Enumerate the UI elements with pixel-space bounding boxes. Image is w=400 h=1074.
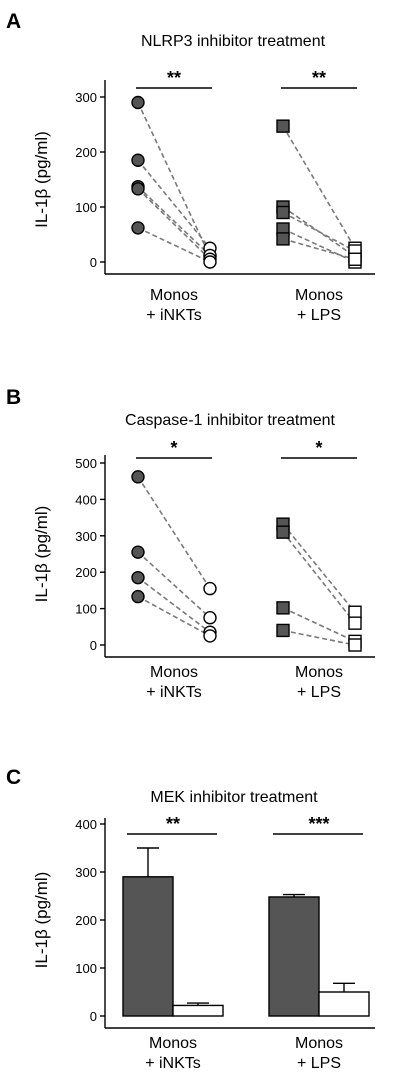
category-label-line: + iNKTs — [146, 684, 202, 701]
category-label: Monos + LPS — [295, 287, 343, 324]
data-point-square — [276, 119, 290, 133]
y-tick-label: 200 — [75, 913, 97, 928]
y-tick-label: 400 — [75, 817, 97, 832]
category-label-line: Monos — [295, 287, 343, 304]
data-point-circle — [131, 221, 145, 235]
category-label-line: Monos — [149, 1035, 197, 1052]
pair-connector-line — [282, 523, 356, 613]
data-point-square — [276, 623, 290, 638]
panel-b-title: Caspase-1 inhibitor treatment — [125, 412, 335, 429]
significance-label: ** — [312, 68, 326, 88]
y-tick-label: 200 — [75, 145, 97, 160]
significance-label: ** — [166, 814, 180, 834]
pair-connector-line — [137, 186, 211, 256]
bar — [172, 1004, 224, 1017]
data-point-circle — [131, 182, 145, 196]
pair-connector-line — [282, 238, 356, 261]
pair-connector-line — [282, 211, 356, 252]
y-tick-label: 300 — [75, 529, 97, 544]
pair-connector-line — [137, 476, 211, 590]
category-label: Monos + iNKTs — [145, 1035, 201, 1072]
data-point-square — [276, 601, 290, 615]
panel-a: A NLRP3 inhibitor treatment 0 100 200 300 IL… — [6, 10, 375, 324]
pair-connector-line — [137, 551, 211, 619]
category-label-line: + LPS — [297, 684, 341, 701]
data-point-square — [276, 205, 290, 220]
data-point-square — [348, 252, 362, 266]
data-point-circle — [131, 95, 145, 110]
category-label: Monos + iNKTs — [146, 287, 202, 324]
y-tick-label: 300 — [75, 90, 97, 105]
pair-connector-line — [282, 607, 356, 643]
significance-label: * — [315, 438, 322, 458]
y-tick-label: 0 — [90, 1009, 97, 1024]
y-axis-label: IL-1β (pg/ml) — [32, 506, 51, 603]
bar — [318, 991, 370, 1017]
data-point-square — [348, 616, 362, 630]
panel-c-title: MEK inhibitor treatment — [150, 789, 318, 806]
y-tick-label: 100 — [75, 200, 97, 215]
category-label-line: Monos — [150, 287, 198, 304]
pair-connector-line — [137, 595, 211, 637]
category-label: Monos + iNKTs — [146, 664, 202, 701]
data-point-square — [276, 525, 290, 539]
y-tick-label: 200 — [75, 565, 97, 580]
data-point-square — [348, 605, 362, 619]
pair-connector-line — [137, 577, 211, 633]
category-label-line: + iNKTs — [146, 307, 202, 324]
y-tick-label: 500 — [75, 456, 97, 471]
panel-a-title: NLRP3 inhibitor treatment — [141, 33, 326, 50]
category-label-line: + LPS — [297, 1055, 341, 1072]
data-point-circle — [203, 581, 217, 596]
y-tick-label: 400 — [75, 492, 97, 507]
data-point-circle — [131, 589, 145, 604]
significance-label: * — [170, 438, 177, 458]
data-point-circle — [203, 611, 217, 625]
category-label-line: + iNKTs — [145, 1055, 201, 1072]
data-point-square — [276, 232, 290, 246]
panel-a-letter: A — [6, 10, 21, 33]
y-tick-label: 300 — [75, 865, 97, 880]
category-label-line: Monos — [150, 664, 198, 681]
panel-c-letter: C — [6, 766, 21, 789]
data-point-circle — [131, 545, 145, 559]
panel-c: C MEK inhibitor treatment 0 100 200 300 400 I… — [6, 766, 375, 1072]
bar — [122, 876, 174, 1017]
y-axis-label: IL-1β (pg/ml) — [32, 872, 51, 969]
pair-connector-line — [282, 629, 356, 646]
category-label-line: Monos — [295, 1035, 343, 1052]
data-point-circle — [131, 153, 145, 167]
pair-connector-line — [137, 102, 211, 257]
significance-label: *** — [308, 814, 329, 834]
category-label: Monos + LPS — [295, 664, 343, 701]
y-tick-label: 100 — [75, 602, 97, 617]
category-label: Monos + LPS — [295, 1035, 343, 1072]
pair-connector-line — [137, 227, 211, 263]
panel-b: B Caspase-1 inhibitor treatment 0 100 200 3… — [6, 386, 375, 701]
y-axis-label: IL-1β (pg/ml) — [32, 131, 51, 228]
pair-connector-line — [137, 159, 211, 249]
data-point-circle — [203, 255, 217, 269]
panel-b-letter: B — [6, 386, 21, 409]
data-point-circle — [203, 629, 217, 643]
category-label-line: + LPS — [297, 307, 341, 324]
category-label-line: Monos — [295, 664, 343, 681]
bar — [268, 896, 320, 1017]
y-tick-label: 100 — [75, 961, 97, 976]
data-point-circle — [131, 570, 145, 585]
pair-connector-line — [282, 125, 356, 249]
pair-connector-line — [282, 531, 356, 624]
significance-label: ** — [167, 68, 181, 88]
pair-connector-line — [137, 188, 211, 260]
data-point-square — [348, 638, 362, 652]
y-tick-label: 0 — [90, 255, 97, 270]
y-tick-label: 0 — [90, 638, 97, 653]
pair-connector-line — [282, 228, 356, 263]
data-point-circle — [131, 470, 145, 484]
